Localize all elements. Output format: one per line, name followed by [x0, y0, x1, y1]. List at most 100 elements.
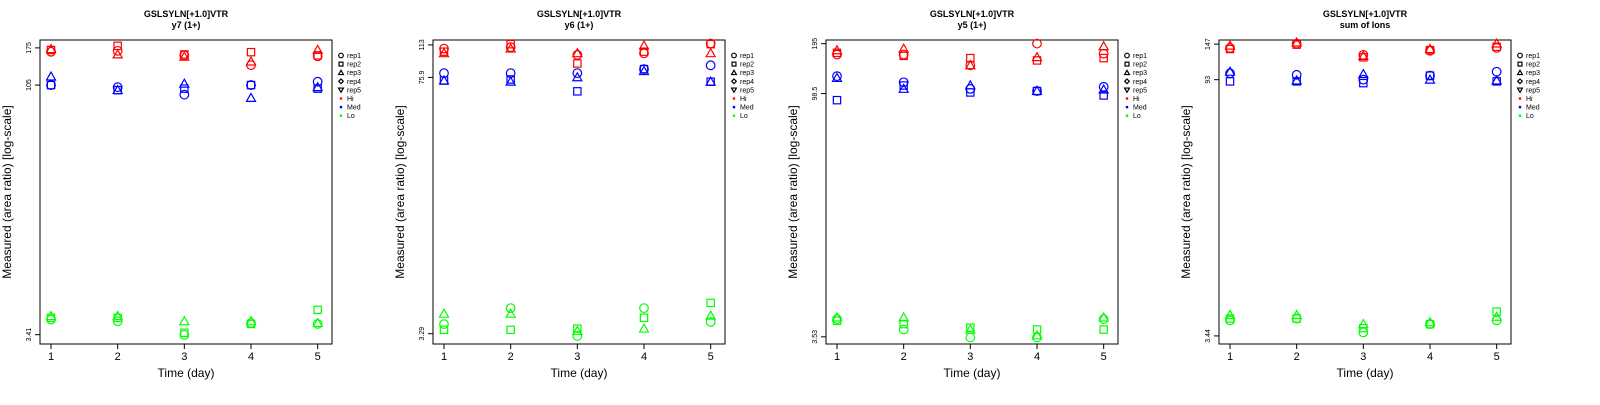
legend-symbol: [1125, 97, 1129, 100]
legend-label: Med: [740, 105, 754, 112]
data-point: [832, 95, 842, 105]
legend-label: rep4: [347, 79, 361, 86]
legend-symbol: [338, 52, 344, 59]
data-point: [1224, 39, 1236, 50]
legend-label: rep4: [1526, 79, 1540, 86]
data-point: [831, 72, 843, 82]
data-point: [1031, 329, 1043, 340]
legend-symbol: [1518, 114, 1522, 117]
data-point: [639, 47, 649, 56]
legend-symbol: [732, 97, 736, 100]
data-point: [571, 47, 583, 58]
data-point: [246, 47, 256, 57]
plot-frame: [825, 39, 1119, 345]
data-point: [112, 310, 124, 321]
legend-label: Lo: [347, 113, 355, 120]
y-axis-label: Measured (area ratio) [log-scale]: [786, 105, 800, 278]
legend-label: Lo: [1133, 113, 1141, 120]
x-tick-label: 4: [641, 351, 647, 363]
data-point: [179, 329, 190, 340]
data-point: [439, 319, 449, 330]
x-axis-label: Time (day): [551, 366, 608, 380]
y-tick-label: 105: [26, 79, 33, 91]
data-point: [245, 55, 257, 66]
x-tick-label: 1: [1227, 351, 1233, 363]
legend-symbol: [731, 61, 737, 67]
x-axis-label: Time (day): [944, 366, 1001, 380]
data-point: [1491, 37, 1503, 48]
data-point: [964, 79, 976, 90]
data-point: [1224, 66, 1236, 76]
data-point: [638, 39, 650, 50]
chart-title: GSLSYLN[+1.0]VTR: [930, 9, 1015, 19]
legend-label: Hi: [740, 96, 747, 103]
data-point: [1099, 53, 1108, 63]
legend-symbol: [730, 69, 738, 76]
data-point: [639, 48, 649, 59]
legend-symbol: [1518, 105, 1522, 109]
data-point: [898, 77, 909, 88]
x-tick-label: 4: [248, 351, 254, 363]
data-point: [45, 310, 57, 321]
data-point: [439, 43, 449, 54]
chart-title: GSLSYLN[+1.0]VTR: [144, 9, 229, 19]
data-point: [639, 64, 649, 75]
data-point: [506, 325, 515, 335]
legend-symbol: [1125, 105, 1129, 109]
legend-symbol: [1124, 52, 1130, 59]
legend-symbol: [1517, 52, 1523, 59]
data-point: [705, 75, 717, 86]
y-tick-label: 3.41: [26, 328, 33, 342]
data-point: [571, 71, 583, 82]
data-point: [964, 323, 976, 334]
data-point: [1098, 83, 1110, 94]
data-point: [1225, 315, 1235, 326]
legend-symbol: [337, 69, 345, 76]
legend-label: rep1: [1526, 53, 1540, 60]
data-point: [112, 48, 124, 59]
legend-label: rep1: [740, 53, 754, 60]
data-point: [898, 42, 910, 53]
legend-symbol: [730, 87, 738, 94]
data-point: [438, 47, 450, 58]
y-tick-label: 93: [1205, 76, 1212, 84]
data-point: [572, 49, 583, 60]
data-point: [1031, 51, 1043, 62]
legend-label: rep2: [1526, 62, 1540, 69]
data-point: [45, 43, 57, 54]
x-tick-label: 2: [508, 351, 514, 363]
y-axis-label: Measured (area ratio) [log-scale]: [1179, 105, 1193, 278]
legend-label: rep1: [1133, 53, 1147, 60]
chart-subtitle: sum of Ions: [1340, 20, 1391, 30]
plot-frame: [39, 39, 333, 345]
legend-label: Lo: [740, 113, 748, 120]
data-point: [245, 92, 257, 102]
legend-symbol: [337, 87, 345, 94]
data-point: [1224, 309, 1236, 320]
y-tick-label: 3.29: [419, 327, 426, 341]
data-point: [706, 298, 715, 308]
x-tick-label: 2: [115, 351, 121, 363]
data-point: [1098, 311, 1110, 322]
data-point: [1291, 74, 1303, 85]
y-axis-label: Measured (area ratio) [log-scale]: [393, 105, 407, 278]
data-point: [1357, 50, 1369, 61]
plot-frame: [1218, 39, 1512, 345]
data-point: [638, 322, 650, 333]
data-point: [1491, 74, 1503, 85]
legend-symbol: [732, 105, 736, 109]
data-point: [46, 80, 56, 90]
x-tick-label: 3: [967, 351, 973, 363]
legend-symbol: [339, 114, 343, 117]
y-tick-label: 98.5: [812, 87, 819, 101]
data-point: [1098, 48, 1109, 59]
data-point: [438, 308, 450, 318]
legend-symbol: [731, 52, 737, 59]
data-point: [1031, 85, 1043, 96]
data-point: [178, 315, 190, 326]
x-tick-label: 5: [1494, 351, 1500, 363]
data-point: [1425, 71, 1435, 80]
